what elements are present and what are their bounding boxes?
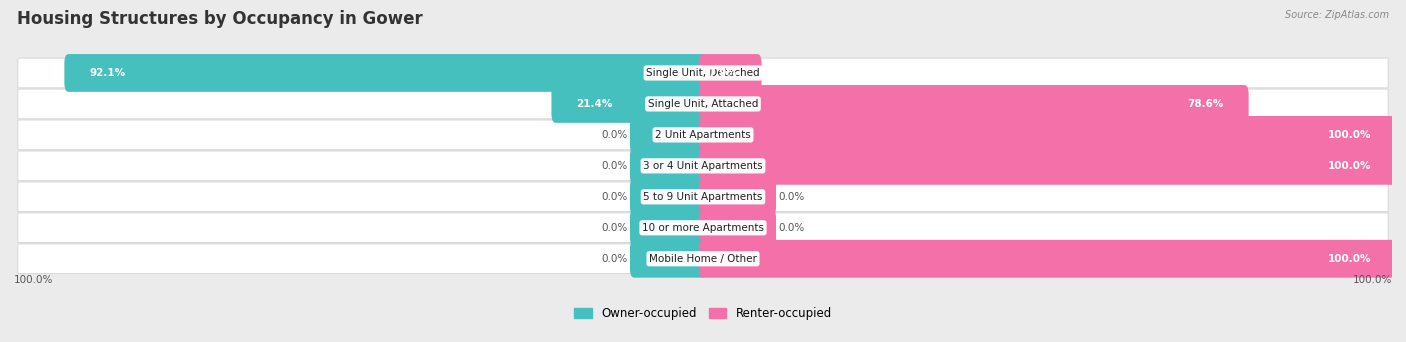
- Text: 78.6%: 78.6%: [1188, 99, 1223, 109]
- Text: 0.0%: 0.0%: [779, 192, 806, 202]
- Text: 100.0%: 100.0%: [1353, 275, 1392, 285]
- Text: 21.4%: 21.4%: [576, 99, 613, 109]
- Text: 0.0%: 0.0%: [600, 192, 627, 202]
- Text: 100.0%: 100.0%: [1327, 130, 1371, 140]
- FancyBboxPatch shape: [18, 151, 1388, 181]
- FancyBboxPatch shape: [699, 116, 1396, 154]
- FancyBboxPatch shape: [699, 178, 776, 216]
- Text: 3 or 4 Unit Apartments: 3 or 4 Unit Apartments: [643, 161, 763, 171]
- FancyBboxPatch shape: [551, 85, 707, 123]
- FancyBboxPatch shape: [630, 147, 707, 185]
- FancyBboxPatch shape: [699, 147, 1396, 185]
- Text: Housing Structures by Occupancy in Gower: Housing Structures by Occupancy in Gower: [17, 10, 423, 28]
- Text: Single Unit, Attached: Single Unit, Attached: [648, 99, 758, 109]
- Text: Single Unit, Detached: Single Unit, Detached: [647, 68, 759, 78]
- FancyBboxPatch shape: [18, 244, 1388, 274]
- Text: 2 Unit Apartments: 2 Unit Apartments: [655, 130, 751, 140]
- Text: 100.0%: 100.0%: [1327, 161, 1371, 171]
- Text: 0.0%: 0.0%: [600, 254, 627, 264]
- Text: 100.0%: 100.0%: [14, 275, 53, 285]
- FancyBboxPatch shape: [65, 54, 707, 92]
- FancyBboxPatch shape: [630, 209, 707, 247]
- FancyBboxPatch shape: [18, 182, 1388, 212]
- FancyBboxPatch shape: [18, 213, 1388, 243]
- Text: 0.0%: 0.0%: [600, 223, 627, 233]
- FancyBboxPatch shape: [699, 240, 1396, 278]
- FancyBboxPatch shape: [18, 58, 1388, 88]
- Text: 0.0%: 0.0%: [779, 223, 806, 233]
- Text: Source: ZipAtlas.com: Source: ZipAtlas.com: [1285, 10, 1389, 20]
- Text: 10 or more Apartments: 10 or more Apartments: [643, 223, 763, 233]
- FancyBboxPatch shape: [699, 85, 1249, 123]
- FancyBboxPatch shape: [18, 89, 1388, 119]
- Text: 7.9%: 7.9%: [707, 68, 737, 78]
- FancyBboxPatch shape: [699, 209, 776, 247]
- Text: 92.1%: 92.1%: [89, 68, 125, 78]
- FancyBboxPatch shape: [699, 54, 762, 92]
- FancyBboxPatch shape: [630, 240, 707, 278]
- FancyBboxPatch shape: [630, 116, 707, 154]
- Text: 0.0%: 0.0%: [600, 130, 627, 140]
- Text: Mobile Home / Other: Mobile Home / Other: [650, 254, 756, 264]
- Legend: Owner-occupied, Renter-occupied: Owner-occupied, Renter-occupied: [569, 303, 837, 325]
- FancyBboxPatch shape: [18, 120, 1388, 150]
- Text: 5 to 9 Unit Apartments: 5 to 9 Unit Apartments: [644, 192, 762, 202]
- Text: 0.0%: 0.0%: [600, 161, 627, 171]
- FancyBboxPatch shape: [630, 178, 707, 216]
- Text: 100.0%: 100.0%: [1327, 254, 1371, 264]
